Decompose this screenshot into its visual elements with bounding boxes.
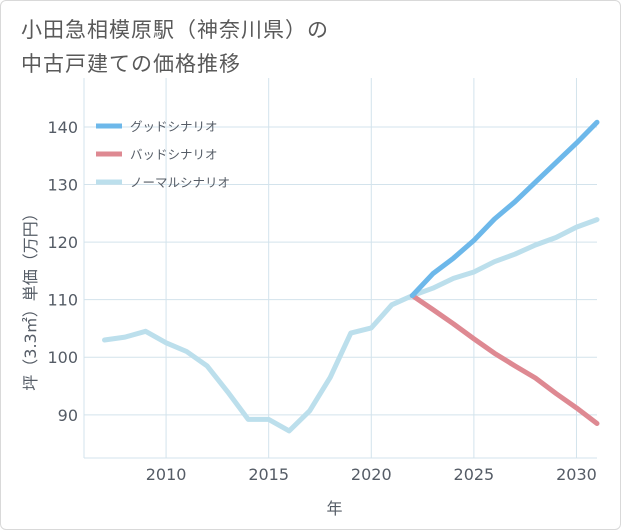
gridlines bbox=[83, 78, 597, 459]
y-tick-label: 100 bbox=[47, 348, 78, 367]
series-line-good bbox=[409, 119, 600, 299]
x-tick-label: 2020 bbox=[351, 465, 392, 484]
x-axis-label: 年 bbox=[326, 499, 342, 518]
y-tick-label: 140 bbox=[47, 118, 78, 137]
y-axis-label: 坪（3.3㎡）単価（万円） bbox=[21, 205, 40, 390]
y-tick-label: 120 bbox=[47, 233, 78, 252]
series-lines bbox=[102, 119, 600, 434]
y-tick-label: 110 bbox=[47, 291, 78, 310]
series-line-normal bbox=[102, 217, 600, 434]
x-tick-label: 2025 bbox=[454, 465, 495, 484]
tick-labels: 2010 2015 2020 2025 2030 90 100 110 120 130 140 bbox=[47, 118, 596, 484]
chart-title-line-2: 中古戸建ての価格推移 bbox=[21, 52, 241, 76]
series-line-bad bbox=[409, 293, 600, 426]
chart-title-line-1: 小田急相模原駅（神奈川県）の bbox=[21, 18, 329, 42]
x-tick-label: 2030 bbox=[556, 465, 597, 484]
x-tick-label: 2010 bbox=[146, 465, 187, 484]
y-tick-label: 90 bbox=[58, 406, 78, 425]
legend-label-good: グッドシナリオ bbox=[130, 119, 218, 134]
y-tick-label: 130 bbox=[47, 176, 78, 195]
legend-label-normal: ノーマルシナリオ bbox=[130, 175, 230, 190]
legend-label-bad: バッドシナリオ bbox=[130, 147, 218, 162]
x-tick-label: 2015 bbox=[248, 465, 289, 484]
chart-title: 小田急相模原駅（神奈川県）の 中古戸建ての価格推移 bbox=[21, 13, 329, 81]
